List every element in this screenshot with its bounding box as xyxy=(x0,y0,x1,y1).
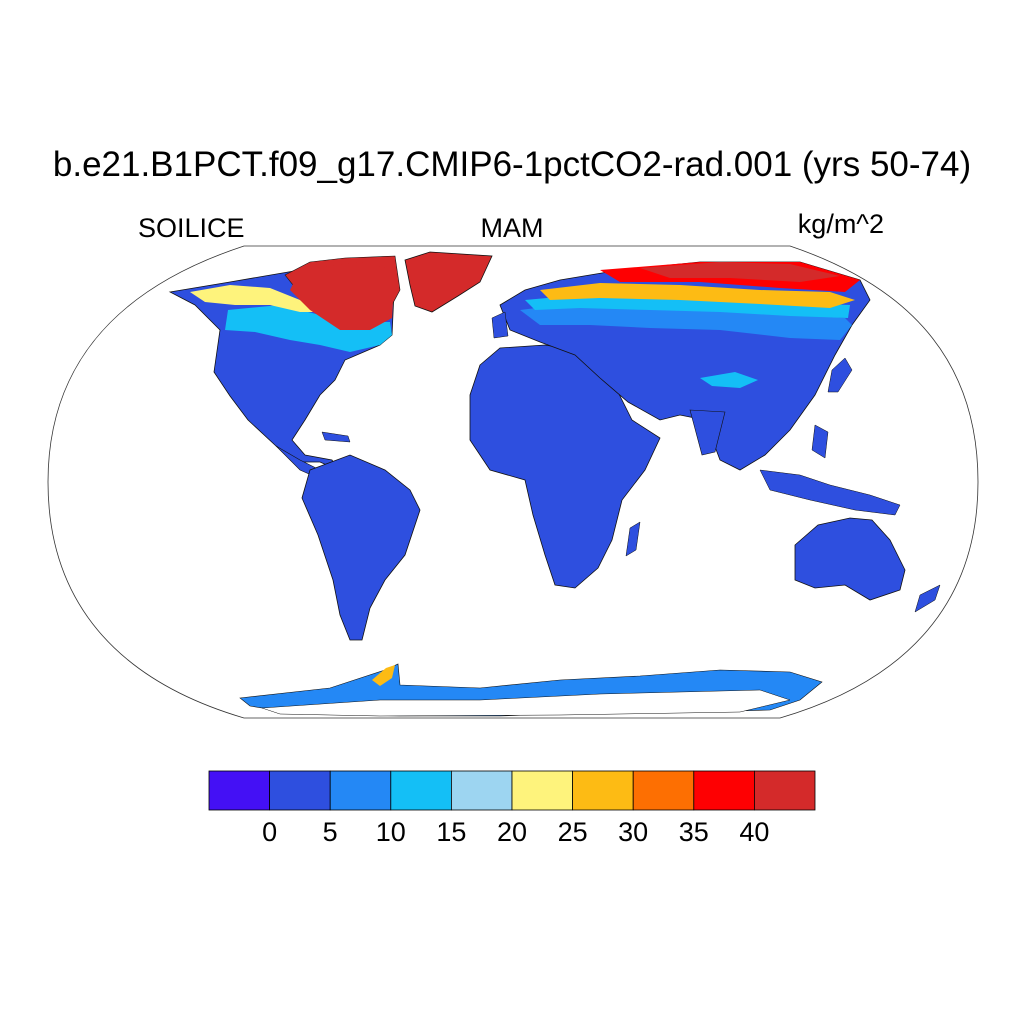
colorbar-swatch xyxy=(450,770,513,811)
band-eurasia-15-20 xyxy=(525,295,850,318)
colorbar-swatch xyxy=(511,770,573,811)
colorbar-swatch xyxy=(754,770,816,811)
colorbar-swatch xyxy=(572,770,634,811)
antarctica-interior xyxy=(261,689,791,717)
tibet-highlands xyxy=(700,372,758,388)
philippines xyxy=(811,424,829,459)
south-america-landmass xyxy=(301,454,421,641)
map-field xyxy=(168,251,941,717)
colorbar-tick-label: 25 xyxy=(557,817,588,847)
units-label: kg/m^2 xyxy=(797,209,884,239)
japan xyxy=(827,357,853,393)
antarctic-peninsula-warm xyxy=(372,665,395,686)
colorbar-tick-label: 5 xyxy=(322,817,338,847)
caribbean-islands xyxy=(321,431,351,443)
colorbar xyxy=(208,770,816,811)
british-isles xyxy=(491,311,509,339)
colorbar-tick-label: 15 xyxy=(436,817,467,847)
new-zealand xyxy=(914,584,941,613)
band-north-america-40plus xyxy=(290,262,395,330)
band-north-america-20-25 xyxy=(190,285,320,312)
map-boundary xyxy=(47,245,979,719)
india xyxy=(689,409,726,456)
colorbar-swatch xyxy=(632,770,695,811)
maritime-southeast-asia xyxy=(759,469,901,516)
colorbar-tick-label: 35 xyxy=(678,817,709,847)
band-north-america-10-15 xyxy=(225,305,392,352)
colorbar-swatch xyxy=(269,770,331,811)
madagascar xyxy=(625,521,641,557)
band-eurasia-25-30 xyxy=(540,283,855,308)
australia xyxy=(794,517,906,601)
greenland xyxy=(404,251,493,313)
colorbar-tick-label: 30 xyxy=(618,817,649,847)
colorbar-swatch xyxy=(693,770,755,811)
colorbar-tick-label: 20 xyxy=(496,817,528,847)
colorbar-tick-label: 10 xyxy=(375,817,406,847)
colorbar-tick-label: 40 xyxy=(739,817,770,847)
band-eurasia-40plus xyxy=(640,262,840,282)
colorbar-swatch xyxy=(208,770,270,811)
colorbar-swatch xyxy=(329,770,392,811)
variable-label: SOILICE xyxy=(138,213,245,243)
season-label: MAM xyxy=(480,213,544,243)
colorbar-swatch xyxy=(390,770,452,811)
plot-title: b.e21.B1PCT.f09_g17.CMIP6-1pctCO2-rad.00… xyxy=(52,145,972,184)
colorbar-tick-label: 0 xyxy=(262,817,278,847)
